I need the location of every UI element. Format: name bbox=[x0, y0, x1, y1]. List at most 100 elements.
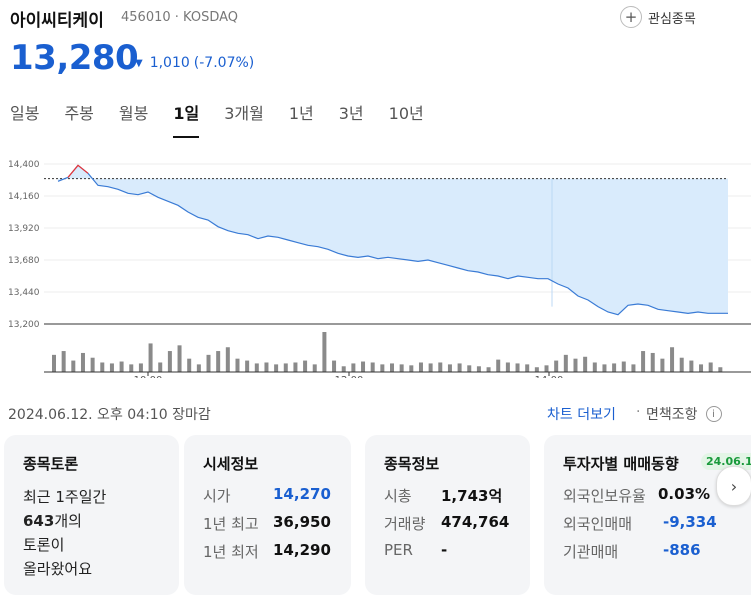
disclaimer-label: 면책조항 bbox=[646, 407, 698, 423]
row-label: 외국인보유율 bbox=[563, 487, 646, 505]
volume-bar bbox=[496, 359, 501, 372]
volume-bar bbox=[312, 364, 317, 372]
investor-row: 외국인매매 -9,334 bbox=[563, 513, 717, 534]
volume-bar bbox=[158, 362, 163, 372]
volume-bar bbox=[380, 364, 385, 372]
volume-bar bbox=[650, 352, 655, 372]
card-title: 시세정보 bbox=[203, 455, 259, 473]
volume-bar bbox=[293, 362, 298, 372]
y-tick-label: 14,400 bbox=[8, 160, 40, 170]
volume-bar bbox=[245, 360, 250, 372]
price-change: ▼ 1,010 (-7.07%) bbox=[135, 55, 254, 71]
volume-bar bbox=[689, 360, 694, 372]
info-row: 거래량 474,764 bbox=[384, 513, 509, 534]
row-value: -9,334 bbox=[663, 513, 717, 531]
x-tick-label: 10:00 bbox=[134, 375, 163, 378]
watchlist-label: 관심종목 bbox=[648, 11, 696, 27]
row-value: 1,743억 bbox=[441, 487, 503, 505]
row-value: -886 bbox=[663, 541, 701, 559]
row-label: PER bbox=[384, 541, 413, 559]
volume-bar bbox=[119, 361, 124, 372]
y-tick-label: 13,680 bbox=[8, 256, 40, 266]
down-triangle-icon: ▼ bbox=[135, 57, 143, 69]
tab-0[interactable]: 일봉 bbox=[10, 104, 40, 123]
tab-3[interactable]: 1일 bbox=[173, 100, 199, 138]
x-tick-label: 14:00 bbox=[535, 375, 564, 378]
tab-6[interactable]: 3년 bbox=[338, 104, 364, 123]
tab-5[interactable]: 1년 bbox=[288, 104, 314, 123]
volume-bar bbox=[631, 364, 636, 372]
volume-bar bbox=[641, 351, 646, 372]
volume-bar bbox=[71, 360, 76, 372]
x-tick-label: 12:00 bbox=[335, 375, 364, 378]
quote-row: 1년 최저 14,290 bbox=[203, 541, 331, 562]
volume-bar bbox=[254, 363, 259, 372]
tab-7[interactable]: 10년 bbox=[388, 104, 424, 123]
price-chart[interactable]: 14,400 14,160 13,920 13,680 13,440 13,200 10:0… bbox=[0, 148, 751, 378]
more-chart-button[interactable]: 차트 더보기 bbox=[547, 407, 616, 423]
tab-4[interactable]: 3개월 bbox=[224, 104, 264, 123]
volume-bar bbox=[274, 364, 279, 372]
volume-bar bbox=[592, 362, 597, 372]
volume-bar bbox=[573, 358, 578, 372]
volume-bar bbox=[283, 363, 288, 372]
y-tick-label: 13,920 bbox=[8, 224, 40, 234]
watchlist-button[interactable]: + 관심종목 bbox=[620, 5, 696, 29]
volume-bar bbox=[515, 363, 520, 372]
quote-card[interactable]: 시세정보 시가 14,270 1년 최고 36,950 1년 최저 14,290 bbox=[184, 435, 351, 595]
row-label: 거래량 bbox=[384, 515, 426, 533]
period-tabs: 일봉 주봉 월봉 1일 3개월 1년 3년 10년 bbox=[10, 100, 449, 138]
volume-bar bbox=[109, 363, 114, 372]
next-arrow-button[interactable]: › bbox=[716, 466, 751, 506]
disclaimer-link[interactable]: 면책조항 i bbox=[646, 404, 722, 424]
market-status: 2024.06.12. 오후 04:10 장마감 bbox=[8, 407, 211, 423]
tab-2[interactable]: 월봉 bbox=[118, 104, 149, 123]
volume-bar bbox=[612, 363, 617, 372]
volume-bar bbox=[196, 364, 201, 372]
volume-bar bbox=[534, 367, 539, 372]
y-tick-label: 14,160 bbox=[8, 192, 40, 202]
change-percent: (-7.07%) bbox=[193, 55, 255, 71]
volume-bar bbox=[602, 364, 607, 372]
quote-row: 1년 최고 36,950 bbox=[203, 513, 331, 534]
volume-bar bbox=[544, 365, 549, 372]
investor-card[interactable]: 투자자별 매매동향 24.06.12 외국인보유율 0.03% 외국인매매 -9… bbox=[544, 435, 751, 595]
card-title: 투자자별 매매동향 bbox=[563, 455, 679, 473]
volume-bar bbox=[679, 357, 684, 372]
volume-bar bbox=[708, 362, 713, 372]
volume-bar bbox=[476, 366, 481, 372]
plus-icon: + bbox=[620, 6, 642, 28]
volume-bar bbox=[235, 358, 240, 372]
volume-bar bbox=[206, 354, 211, 372]
discussion-card[interactable]: 종목토론 최근 1주일간 643개의 토론이 올라왔어요 bbox=[4, 435, 179, 595]
stock-code: 456010 · KOSDAQ bbox=[121, 10, 238, 25]
tab-1[interactable]: 주봉 bbox=[64, 104, 94, 123]
volume-bar bbox=[418, 362, 423, 372]
volume-bar bbox=[148, 343, 153, 372]
volume-bar bbox=[100, 362, 105, 372]
volume-bar bbox=[370, 362, 375, 372]
row-label: 시총 bbox=[384, 487, 412, 505]
volume-bar bbox=[332, 360, 337, 372]
stock-info-card[interactable]: 종목정보 시총 1,743억 거래량 474,764 PER - bbox=[365, 435, 530, 595]
price-area bbox=[58, 165, 728, 315]
volume-bar bbox=[177, 345, 182, 372]
volume-bar bbox=[167, 351, 172, 372]
row-value: 0.03% bbox=[658, 485, 711, 503]
volume-bar bbox=[447, 364, 452, 372]
separator: · bbox=[636, 404, 641, 420]
price-line bbox=[57, 164, 728, 316]
y-tick-label: 13,440 bbox=[8, 288, 40, 298]
volume-bar bbox=[428, 363, 433, 372]
info-icon: i bbox=[705, 406, 722, 422]
volume-bar bbox=[225, 347, 230, 372]
volume-bar bbox=[525, 364, 530, 372]
volume-bar bbox=[554, 360, 559, 372]
volume-bar bbox=[399, 364, 404, 372]
row-label: 1년 최고 bbox=[203, 515, 259, 533]
card-title: 종목토론 bbox=[23, 455, 79, 473]
volume-bar bbox=[621, 361, 626, 372]
info-row: PER - bbox=[384, 541, 447, 559]
discussion-line: 토론이 bbox=[23, 536, 65, 554]
price-line-up bbox=[67, 164, 89, 178]
